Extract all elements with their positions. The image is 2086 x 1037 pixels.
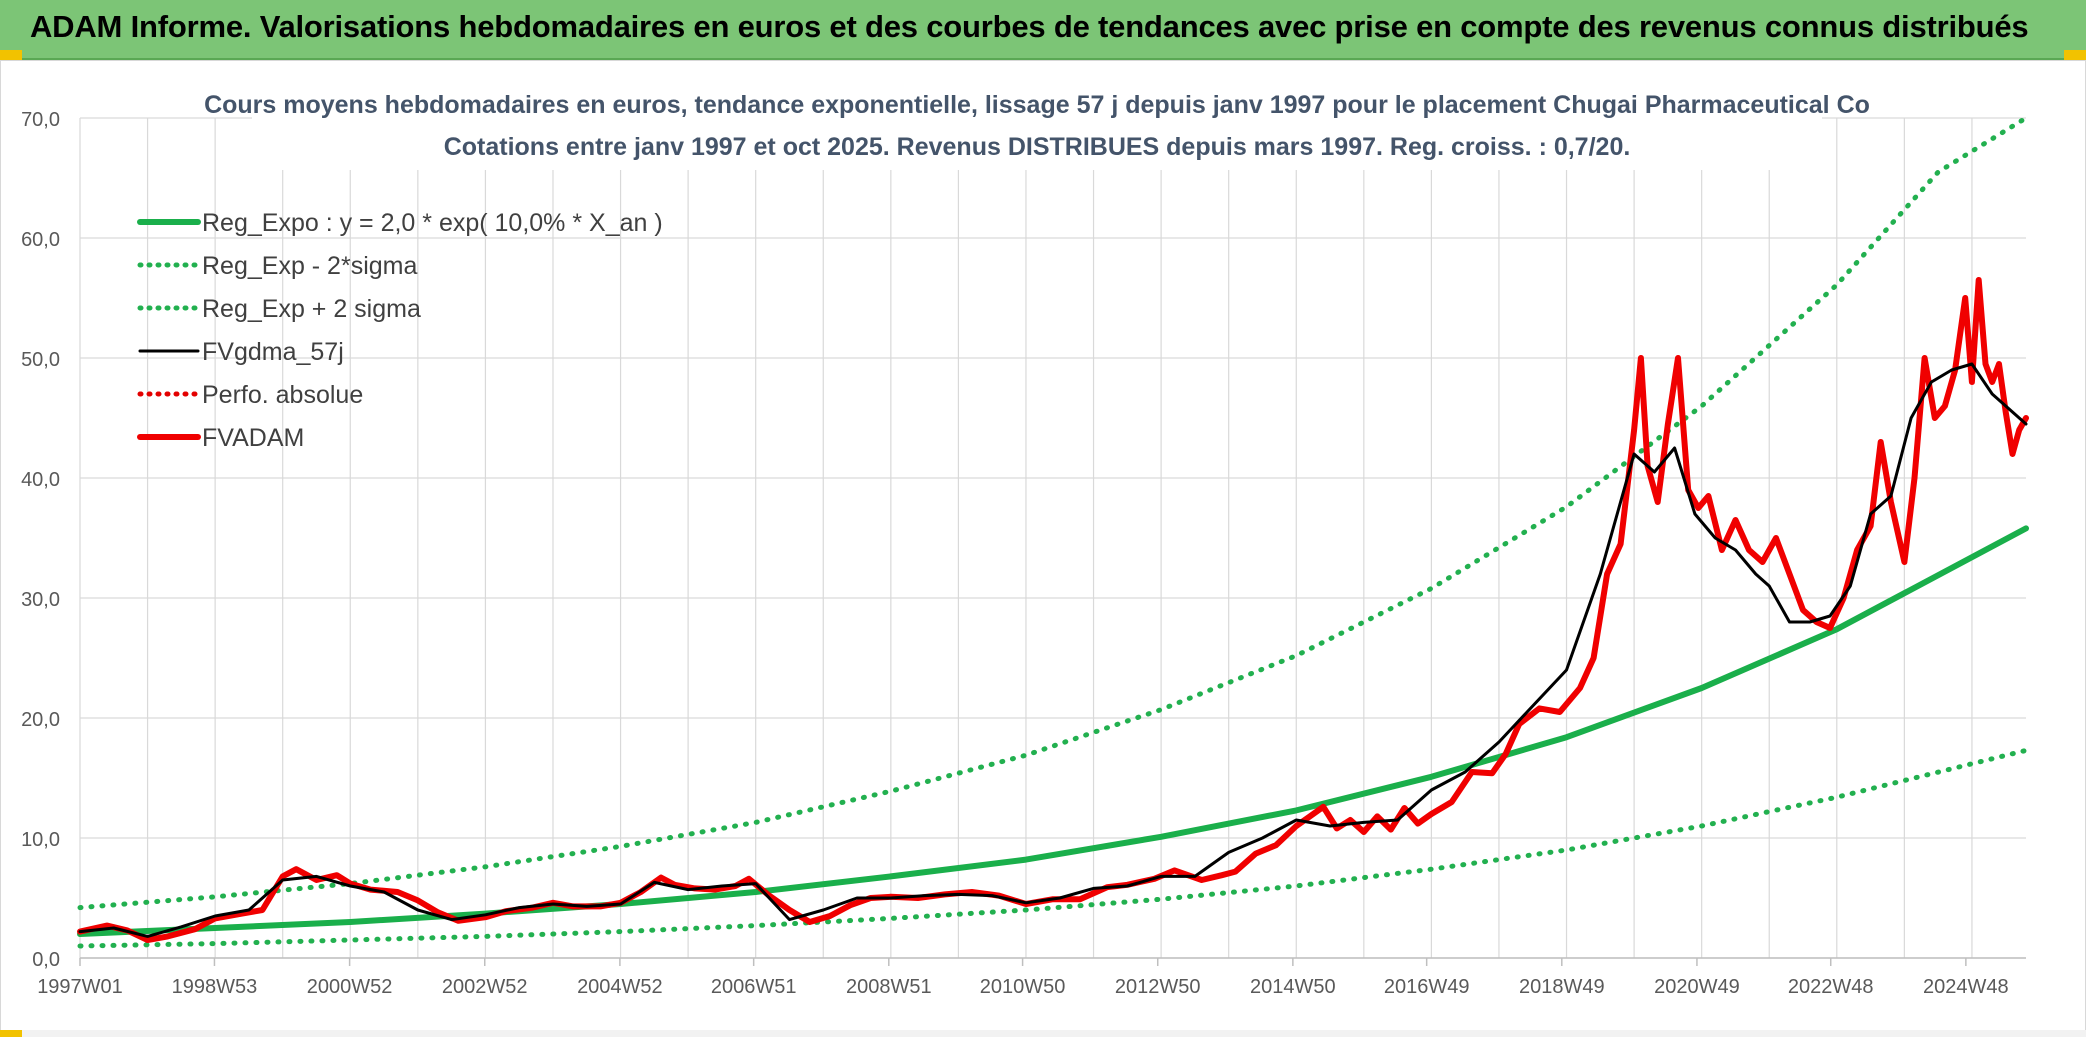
y-tick-label: 50,0 — [21, 349, 60, 371]
y-tick-label: 10,0 — [21, 829, 60, 851]
fvadam-line — [77, 277, 2029, 943]
y-tick-label: 70,0 — [21, 109, 60, 131]
y-tick-label: 20,0 — [21, 709, 60, 731]
y-tick-label: 60,0 — [21, 229, 60, 251]
chart-grid — [79, 117, 2026, 959]
chart-series — [77, 115, 2029, 949]
legend-label: Reg_Exp - 2*sigma — [202, 252, 417, 280]
x-tick-label: 2002W52 — [442, 976, 528, 998]
reg-upper-band-line — [77, 115, 2029, 911]
legend-label: Reg_Expo : y = 2,0 * exp( 10,0% * X_an ) — [202, 209, 663, 237]
x-tick-label: 2008W51 — [846, 976, 932, 998]
x-tick-label: 2010W50 — [980, 976, 1066, 998]
y-tick-label: 40,0 — [21, 469, 60, 491]
legend-label: FVADAM — [202, 424, 304, 452]
report-title: ADAM Informe. Valorisations hebdomadaire… — [30, 9, 2029, 44]
x-tick-label: 2018W49 — [1519, 976, 1605, 998]
x-tick-label: 2014W50 — [1250, 976, 1336, 998]
x-tick-label: 2024W48 — [1923, 976, 2009, 998]
reg-expo-line — [77, 525, 2029, 937]
y-tick-label: 0,0 — [32, 949, 60, 971]
x-tick-label: 2022W48 — [1788, 976, 1874, 998]
y-tick-label: 30,0 — [21, 589, 60, 611]
x-axis-ticks: 1997W01 1998W53 2000W52 2002W52 2004W52 2006W… — [37, 958, 2009, 998]
reg-lower-band-line — [77, 747, 2029, 949]
x-tick-label: 2016W49 — [1384, 976, 1470, 998]
title-background — [252, 80, 1822, 170]
chart-frame — [0, 60, 2086, 1032]
x-tick-label: 1998W53 — [172, 976, 258, 998]
x-tick-label: 2020W49 — [1654, 976, 1740, 998]
x-tick-label: 2006W51 — [711, 976, 797, 998]
chart-title: Cours moyens hebdomadaires en euros, ten… — [204, 91, 1870, 119]
corner-marker-left — [0, 50, 22, 62]
bottom-strip — [0, 1030, 2086, 1037]
chart-titles: Cours moyens hebdomadaires en euros, ten… — [204, 80, 1870, 170]
chart-subtitle: Cotations entre janv 1997 et oct 2025. R… — [444, 133, 1631, 161]
x-tick-label: 1997W01 — [37, 976, 123, 998]
fvgdma-57j-line — [78, 362, 2028, 938]
x-tick-label: 2012W50 — [1115, 976, 1201, 998]
chart-legend: Reg_Expo : y = 2,0 * exp( 10,0% * X_an )… — [137, 209, 663, 452]
legend-label: Perfo. absolue — [202, 381, 363, 409]
corner-marker-right — [2064, 50, 2086, 62]
legend-label: FVgdma_57j — [202, 338, 344, 366]
y-axis-ticks: 0,0 10,0 20,0 30,0 40,0 50,0 60,0 70,0 — [21, 109, 60, 971]
report-banner: ADAM Informe. Valorisations hebdomadaire… — [0, 0, 2086, 60]
legend-label: Reg_Exp + 2 sigma — [202, 295, 421, 323]
x-tick-label: 2000W52 — [307, 976, 393, 998]
x-tick-label: 2004W52 — [577, 976, 663, 998]
bottom-marker-left — [0, 1030, 22, 1037]
